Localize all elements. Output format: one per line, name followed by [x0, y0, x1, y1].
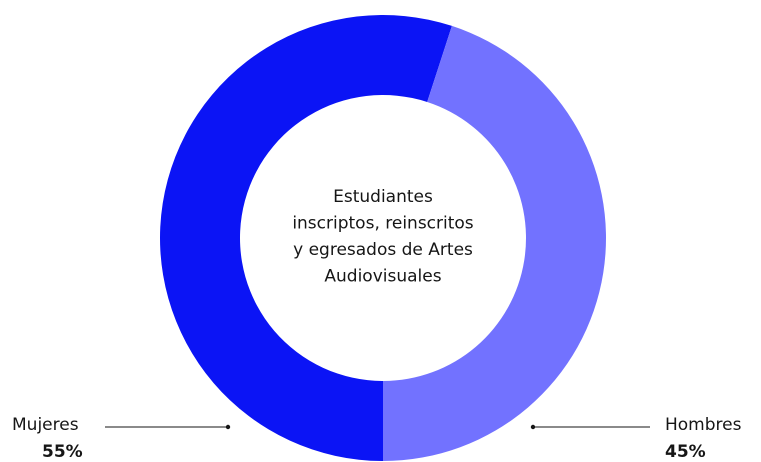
center-text: Estudiantes	[333, 187, 433, 207]
donut-segment	[160, 15, 452, 461]
center-text: Audiovisuales	[324, 267, 441, 287]
legend-value: 45%	[665, 442, 706, 462]
center-text: inscriptos, reinscritos	[292, 214, 473, 234]
donut-segment	[383, 25, 607, 461]
legend-label: Mujeres	[12, 415, 79, 435]
center-text: y egresados de Artes	[293, 240, 473, 260]
leader-dot	[530, 424, 536, 430]
legend-label: Hombres	[665, 415, 742, 435]
legend-value: 55%	[42, 442, 83, 462]
leader-dot	[225, 424, 231, 430]
